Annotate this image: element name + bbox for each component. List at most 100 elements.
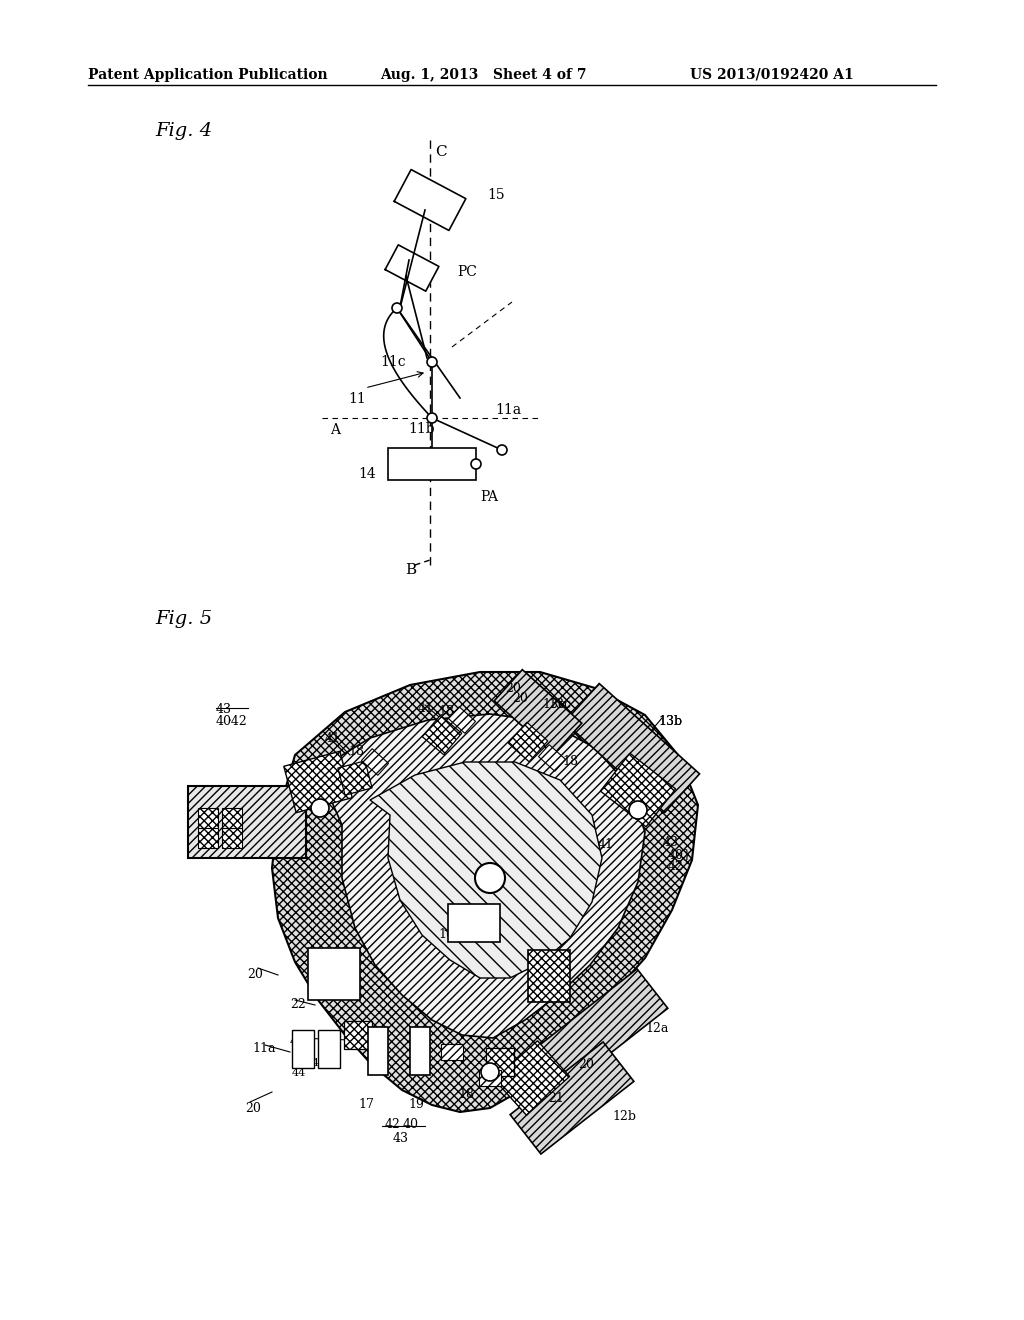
Bar xyxy=(528,950,570,1002)
Text: 17: 17 xyxy=(358,1098,374,1111)
Text: 12a: 12a xyxy=(645,1022,669,1035)
Text: 22: 22 xyxy=(290,998,306,1011)
Text: 18: 18 xyxy=(562,755,578,768)
Text: 16: 16 xyxy=(438,928,454,941)
Polygon shape xyxy=(600,754,676,826)
Text: 18: 18 xyxy=(438,705,454,718)
Text: 40: 40 xyxy=(216,715,232,729)
Text: 20: 20 xyxy=(245,1102,261,1115)
Polygon shape xyxy=(361,748,388,775)
Polygon shape xyxy=(479,1071,501,1086)
Circle shape xyxy=(392,304,402,313)
Text: A: A xyxy=(330,422,340,437)
Text: 42: 42 xyxy=(385,1118,400,1131)
Bar xyxy=(318,1030,340,1068)
Polygon shape xyxy=(510,1041,634,1154)
Text: 14: 14 xyxy=(358,467,376,480)
Bar xyxy=(198,828,218,847)
Text: 21: 21 xyxy=(285,772,301,785)
Bar xyxy=(222,828,242,847)
Bar xyxy=(368,1027,388,1074)
Text: 20: 20 xyxy=(512,692,528,705)
Bar xyxy=(388,447,476,480)
Text: 40}: 40} xyxy=(668,847,692,861)
Bar xyxy=(198,808,218,828)
Polygon shape xyxy=(486,1048,514,1076)
Polygon shape xyxy=(495,669,582,754)
Circle shape xyxy=(497,445,507,455)
Text: 18: 18 xyxy=(348,744,364,758)
Text: 11: 11 xyxy=(348,392,366,407)
Text: ·42: ·42 xyxy=(228,715,248,729)
Text: 11c: 11c xyxy=(380,355,406,370)
Text: Aug. 1, 2013   Sheet 4 of 7: Aug. 1, 2013 Sheet 4 of 7 xyxy=(380,69,587,82)
Text: Fig. 4: Fig. 4 xyxy=(155,121,212,140)
Text: 40: 40 xyxy=(403,1118,419,1131)
Text: Patent Application Publication: Patent Application Publication xyxy=(88,69,328,82)
Circle shape xyxy=(311,799,329,817)
Bar xyxy=(410,1027,430,1074)
Text: 43: 43 xyxy=(216,704,232,715)
Circle shape xyxy=(471,459,481,469)
Circle shape xyxy=(475,863,505,894)
Text: 12b: 12b xyxy=(612,1110,636,1123)
Text: 11a: 11a xyxy=(495,403,521,417)
Text: 21: 21 xyxy=(649,788,665,801)
Text: 13b: 13b xyxy=(658,715,682,729)
Text: 13b: 13b xyxy=(658,715,682,729)
Polygon shape xyxy=(441,1044,463,1060)
Circle shape xyxy=(481,1063,499,1081)
Bar xyxy=(188,785,306,858)
Text: Fig. 5: Fig. 5 xyxy=(155,610,212,628)
Text: US 2013/0192420 A1: US 2013/0192420 A1 xyxy=(690,69,854,82)
Text: PC: PC xyxy=(457,265,477,279)
Text: 41: 41 xyxy=(325,733,341,744)
Text: 20: 20 xyxy=(247,968,263,981)
Polygon shape xyxy=(422,715,462,755)
Polygon shape xyxy=(370,762,602,978)
Text: PA: PA xyxy=(480,490,498,504)
Polygon shape xyxy=(394,169,466,231)
Text: B: B xyxy=(406,564,416,577)
Text: 13c: 13c xyxy=(548,698,571,711)
Polygon shape xyxy=(344,1020,372,1049)
Polygon shape xyxy=(537,969,668,1088)
Polygon shape xyxy=(385,244,439,292)
Text: 21: 21 xyxy=(548,1092,564,1105)
Circle shape xyxy=(629,801,647,818)
Text: 41: 41 xyxy=(290,1035,306,1048)
Text: 43: 43 xyxy=(393,1133,409,1144)
Text: 15: 15 xyxy=(487,187,505,202)
Text: 11a: 11a xyxy=(252,1041,275,1055)
Text: C: C xyxy=(435,145,446,158)
Circle shape xyxy=(427,356,437,367)
Text: 11b: 11b xyxy=(408,422,434,436)
Polygon shape xyxy=(495,1040,569,1115)
Polygon shape xyxy=(564,684,699,813)
Text: 19: 19 xyxy=(408,1098,424,1111)
Bar xyxy=(222,808,242,828)
Polygon shape xyxy=(449,706,475,734)
Circle shape xyxy=(427,413,437,422)
Text: 18: 18 xyxy=(458,1088,474,1101)
Polygon shape xyxy=(272,672,698,1111)
Bar xyxy=(449,904,500,942)
Bar xyxy=(292,1030,314,1068)
Text: 20: 20 xyxy=(578,1059,594,1071)
Text: 45: 45 xyxy=(312,1059,327,1068)
Polygon shape xyxy=(338,760,372,795)
Text: 20: 20 xyxy=(505,682,521,696)
Polygon shape xyxy=(318,714,645,1038)
Text: 21: 21 xyxy=(242,828,258,841)
Bar xyxy=(308,948,360,1001)
Text: 51: 51 xyxy=(548,993,564,1005)
Text: 41: 41 xyxy=(598,838,614,851)
Text: 42: 42 xyxy=(668,861,684,873)
Polygon shape xyxy=(539,744,565,771)
Text: 44: 44 xyxy=(292,1068,306,1078)
Polygon shape xyxy=(508,722,548,762)
Text: 11b: 11b xyxy=(188,828,212,841)
Text: 13c: 13c xyxy=(542,698,565,711)
Text: 41: 41 xyxy=(418,702,434,715)
Polygon shape xyxy=(284,751,352,813)
